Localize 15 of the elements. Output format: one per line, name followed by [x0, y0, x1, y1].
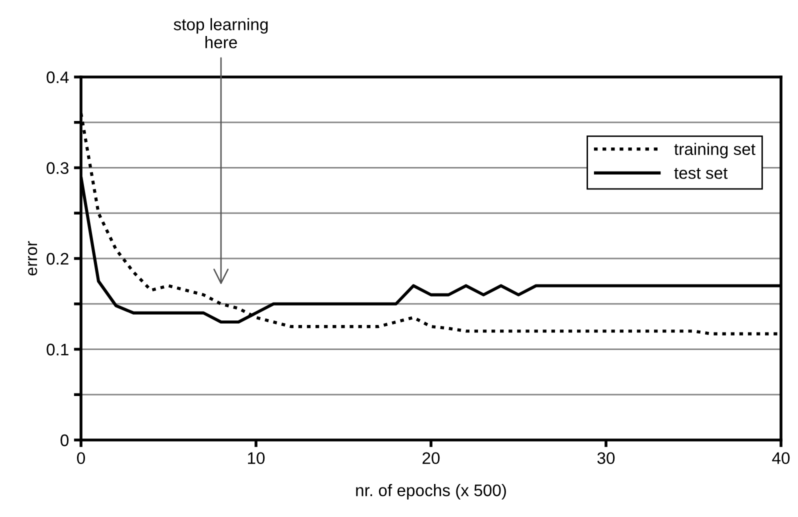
y-tick-label: 0.4	[46, 71, 69, 84]
legend-label: training set	[674, 142, 756, 158]
x-tick-label: 30	[597, 452, 615, 464]
y-tick-label: 0.1	[46, 344, 68, 356]
x-axis-title: nr. of epochs (x 500)	[356, 484, 506, 500]
legend-label: test set	[674, 168, 728, 179]
x-tick-label: 40	[772, 452, 790, 464]
y-tick-label: 0.2	[46, 252, 68, 265]
x-tick-label: 20	[422, 452, 440, 464]
text: stop learning here	[174, 18, 268, 48]
y-axis-title: error	[28, 241, 38, 276]
y-tick-label: 0	[60, 434, 69, 446]
y-tick-label: 0.3	[46, 162, 68, 174]
x-tick-label: 0	[77, 452, 85, 464]
x-tick-label: 10	[248, 452, 265, 464]
